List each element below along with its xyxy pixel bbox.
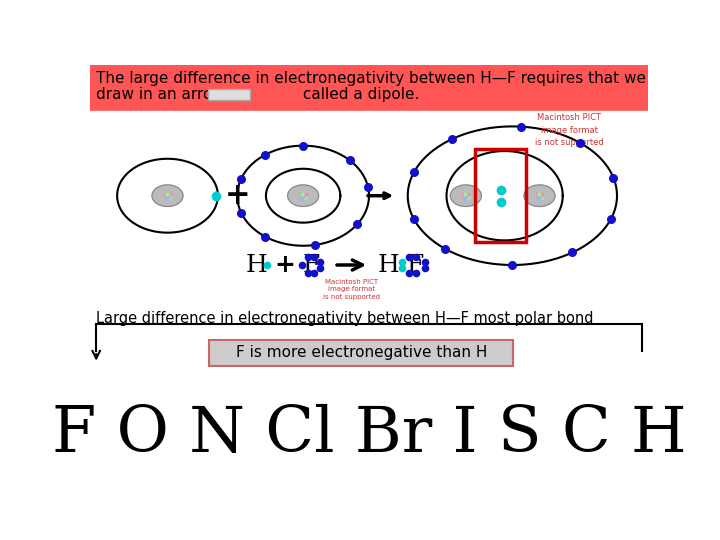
Text: draw in an arrow                called a dipole.: draw in an arrow called a dipole. <box>96 86 420 102</box>
Text: Macintosh PICT
image format
is not supported: Macintosh PICT image format is not suppo… <box>323 279 379 300</box>
FancyBboxPatch shape <box>208 90 251 100</box>
Text: H: H <box>377 253 400 276</box>
Ellipse shape <box>152 185 183 206</box>
FancyBboxPatch shape <box>210 340 513 366</box>
Text: +: + <box>225 181 250 210</box>
Text: The large difference in electronegativity between H—F requires that we: The large difference in electronegativit… <box>96 71 647 86</box>
Text: H: H <box>246 253 268 276</box>
Text: F is more electronegative than H: F is more electronegative than H <box>235 345 487 360</box>
Text: Large difference in electronegativity between H—F most polar bond: Large difference in electronegativity be… <box>96 312 594 326</box>
Text: F: F <box>407 253 424 276</box>
Ellipse shape <box>451 185 482 206</box>
Ellipse shape <box>524 185 555 206</box>
Bar <box>90 111 648 481</box>
Bar <box>90 65 648 111</box>
Text: F O N Cl Br I S C H: F O N Cl Br I S C H <box>52 404 686 465</box>
Bar <box>475 150 526 242</box>
Text: +: + <box>275 253 296 277</box>
Text: F: F <box>302 253 320 276</box>
Text: Macintosh PICT
image format
is not supported: Macintosh PICT image format is not suppo… <box>534 113 603 147</box>
Ellipse shape <box>287 185 319 206</box>
